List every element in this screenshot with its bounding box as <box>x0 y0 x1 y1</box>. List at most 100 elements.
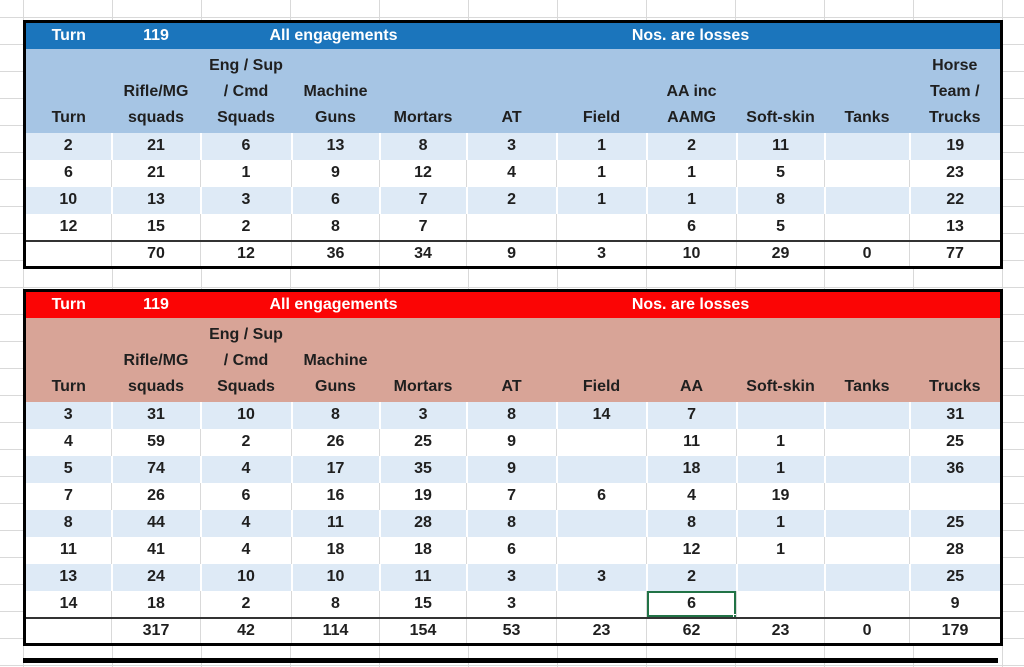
cell[interactable]: 6 <box>466 536 558 564</box>
cell[interactable]: 28 <box>379 509 468 537</box>
cell[interactable]: 7 <box>466 482 558 510</box>
cell[interactable]: 9 <box>291 159 380 187</box>
cell[interactable]: 7 <box>379 186 468 214</box>
total-cell[interactable]: 36 <box>291 239 380 268</box>
cell[interactable] <box>824 509 911 537</box>
note-cell[interactable]: Nos. are losses <box>556 21 825 49</box>
total-cell[interactable]: 114 <box>291 616 380 645</box>
cell[interactable]: 2 <box>200 213 292 241</box>
cell[interactable]: 41 <box>111 536 201 564</box>
cell[interactable]: 9 <box>466 455 558 483</box>
cell[interactable]: 6 <box>200 482 292 510</box>
cell[interactable]: 19 <box>736 482 826 510</box>
cell[interactable]: 36 <box>909 455 1002 483</box>
column-header[interactable]: AA <box>646 317 737 402</box>
cell[interactable]: 6 <box>291 186 381 214</box>
cell[interactable]: 4 <box>466 159 558 187</box>
column-header[interactable]: Field <box>556 48 647 133</box>
cell[interactable]: 74 <box>111 455 202 483</box>
cell[interactable]: 10 <box>291 563 381 591</box>
cell[interactable]: 3 <box>24 401 113 429</box>
cell[interactable] <box>556 213 648 241</box>
cell[interactable] <box>824 563 911 591</box>
cell[interactable] <box>824 455 911 483</box>
cell[interactable]: 9 <box>909 590 1002 618</box>
column-header[interactable]: Soft-skin <box>736 317 825 402</box>
cell[interactable]: 25 <box>909 563 1002 591</box>
cell[interactable]: 12 <box>646 536 738 564</box>
cell[interactable]: 11 <box>646 428 738 456</box>
cell[interactable]: 4 <box>200 455 293 483</box>
cell[interactable]: 17 <box>291 455 381 483</box>
cell[interactable] <box>736 401 826 429</box>
cell[interactable]: 7 <box>379 213 468 241</box>
column-header[interactable]: Machine Guns <box>291 317 380 402</box>
cell[interactable]: 35 <box>379 455 468 483</box>
cell[interactable]: 8 <box>646 509 738 537</box>
cell[interactable]: 10 <box>200 401 293 429</box>
cell[interactable]: 3 <box>200 186 293 214</box>
total-cell[interactable]: 0 <box>824 239 911 268</box>
cell[interactable] <box>556 428 648 456</box>
cell[interactable]: 3 <box>466 590 558 618</box>
cell[interactable]: 1 <box>736 536 826 564</box>
cell[interactable]: 1 <box>556 132 648 160</box>
cell[interactable]: 1 <box>736 455 826 483</box>
column-header[interactable]: Eng / Sup / Cmd Squads <box>200 48 292 133</box>
column-header[interactable]: Horse Team / Trucks <box>909 48 1002 133</box>
cell[interactable]: 8 <box>379 132 468 160</box>
total-cell[interactable]: 10 <box>646 239 738 268</box>
cell[interactable] <box>824 290 1002 318</box>
cell[interactable]: 26 <box>291 428 380 456</box>
cell[interactable]: 3 <box>466 132 558 160</box>
cell[interactable]: 6 <box>200 132 293 160</box>
turn-label-cell[interactable]: Turn <box>24 290 112 318</box>
cell[interactable]: 2 <box>646 563 738 591</box>
cell[interactable]: 11 <box>291 509 381 537</box>
cell[interactable]: 26 <box>111 482 201 510</box>
cell[interactable]: 1 <box>556 159 648 187</box>
column-header[interactable]: Eng / Sup / Cmd Squads <box>200 317 292 402</box>
total-cell[interactable]: 179 <box>909 616 1003 645</box>
cell[interactable]: 12 <box>379 159 468 187</box>
cell[interactable] <box>466 290 557 318</box>
column-header[interactable]: AT <box>466 317 557 402</box>
cell[interactable] <box>824 401 911 429</box>
cell[interactable]: 11 <box>736 132 826 160</box>
cell[interactable]: 1 <box>556 186 648 214</box>
cell[interactable]: 8 <box>466 509 558 537</box>
cell[interactable]: 5 <box>736 159 826 187</box>
cell[interactable]: 31 <box>111 401 202 429</box>
cell[interactable] <box>556 590 648 618</box>
column-header[interactable]: Soft-skin <box>736 48 825 133</box>
cell[interactable]: 15 <box>111 213 201 241</box>
cell[interactable] <box>824 590 911 618</box>
scope-cell[interactable]: All engagements <box>200 21 467 49</box>
column-header[interactable]: Mortars <box>379 317 467 402</box>
cell[interactable]: 25 <box>909 428 1002 456</box>
scope-cell[interactable]: All engagements <box>200 290 467 318</box>
cell[interactable] <box>824 428 911 456</box>
total-cell[interactable]: 42 <box>200 616 292 645</box>
fill-handle[interactable] <box>733 613 736 618</box>
cell[interactable]: 9 <box>466 428 558 456</box>
cell[interactable]: 5 <box>24 455 113 483</box>
selected-cell[interactable]: 6 <box>646 590 738 618</box>
column-header[interactable]: Turn <box>24 317 112 402</box>
cell[interactable] <box>556 536 648 564</box>
cell[interactable]: 25 <box>909 509 1002 537</box>
column-header[interactable]: AT <box>466 48 557 133</box>
turn-label-cell[interactable]: Turn <box>24 21 112 49</box>
cell[interactable] <box>824 132 911 160</box>
cell[interactable]: 4 <box>200 536 292 564</box>
cell[interactable]: 19 <box>909 132 1002 160</box>
column-header[interactable]: Trucks <box>909 317 1002 402</box>
cell[interactable] <box>824 213 911 241</box>
cell[interactable]: 16 <box>291 482 380 510</box>
cell[interactable]: 11 <box>24 536 112 564</box>
cell[interactable]: 18 <box>379 536 468 564</box>
cell[interactable]: 8 <box>736 186 826 214</box>
cell[interactable]: 28 <box>909 536 1002 564</box>
total-cell[interactable]: 317 <box>111 616 201 645</box>
cell[interactable]: 2 <box>200 428 292 456</box>
